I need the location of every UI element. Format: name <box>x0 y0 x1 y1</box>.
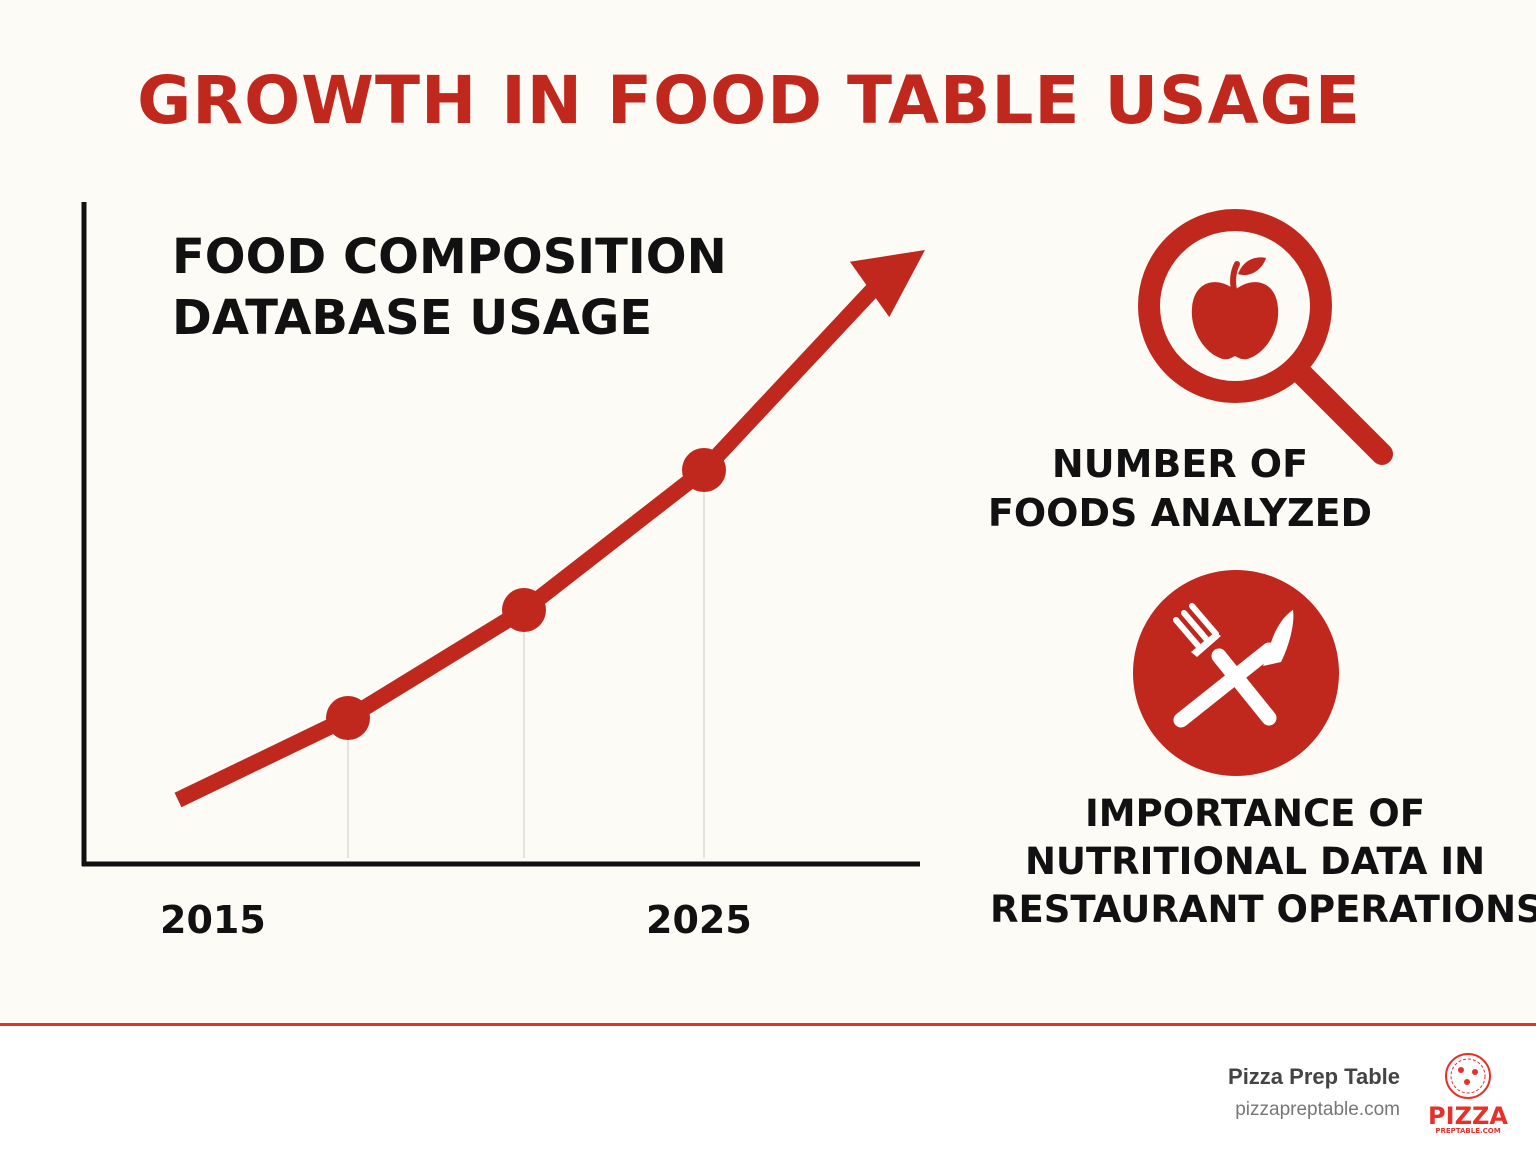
foods-label-line-1: NUMBER OF <box>1051 442 1309 486</box>
footer-divider <box>0 1023 1536 1026</box>
x-tick-label-start: 2015 <box>160 898 266 942</box>
importance-label-line-3: RESTAURANT OPERATIONS <box>990 888 1536 932</box>
trend-arrowhead <box>849 250 925 318</box>
brand-name: Pizza Prep Table <box>1228 1064 1400 1089</box>
foods-analyzed-label: NUMBER OF FOODS ANALYZED <box>980 440 1380 539</box>
data-point-marker <box>682 448 726 492</box>
x-tick-label-end: 2025 <box>646 898 752 942</box>
data-point-marker <box>326 696 370 740</box>
series-line <box>174 276 886 808</box>
data-point-marker <box>502 588 546 632</box>
logo-sub: PREPTABLE.COM <box>1435 1127 1500 1135</box>
page-title: GROWTH IN FOOD TABLE USAGE <box>137 62 1361 139</box>
footer <box>0 1026 1536 1154</box>
logo-word: PIZZA <box>1428 1102 1508 1130</box>
importance-label-line-1: IMPORTANCE OF <box>1085 792 1425 835</box>
chart-title-line-2: DATABASE USAGE <box>172 290 652 346</box>
importance-label-line-2: NUTRITIONAL DATA IN <box>1024 840 1486 884</box>
brand-url[interactable]: pizzapreptable.com <box>1235 1099 1400 1120</box>
chart-title-line-1: FOOD COMPOSITION <box>172 229 727 285</box>
foods-label-line-2: FOODS ANALYZED <box>987 491 1373 536</box>
line-chart: FOOD COMPOSITION DATABASE USAGE 2015 202… <box>81 202 925 942</box>
magnifier-apple-icon <box>1138 209 1393 465</box>
fork-knife-icon <box>1133 570 1339 776</box>
pizza-logo-icon: PIZZA PREPTABLE.COM <box>1428 1053 1508 1135</box>
importance-label: IMPORTANCE OF NUTRITIONAL DATA IN RESTAU… <box>990 790 1536 934</box>
marker-gridlines <box>347 470 705 858</box>
data-markers <box>326 448 726 740</box>
